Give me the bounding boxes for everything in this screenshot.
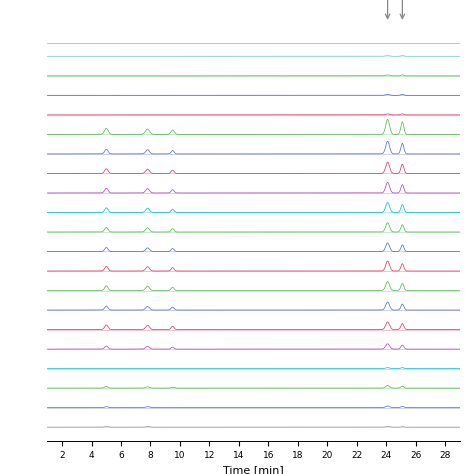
X-axis label: Time [min]: Time [min] xyxy=(223,465,284,474)
